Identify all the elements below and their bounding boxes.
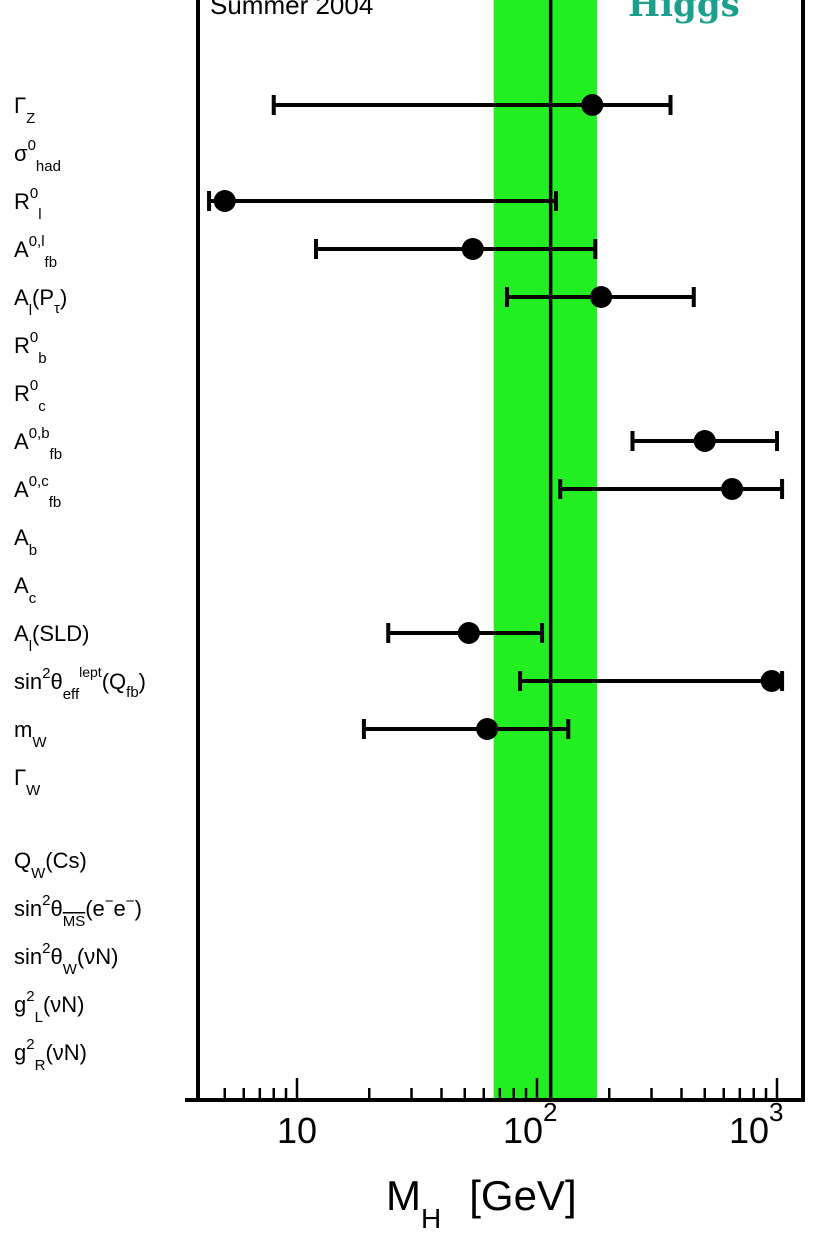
observable-label: R0l — [14, 185, 42, 223]
observable-label: Ac — [14, 573, 37, 607]
x-tick-exponent: 2 — [543, 1097, 557, 1127]
observable-label: sin2θMS(e−e−) — [14, 892, 142, 930]
observable-label: mW — [14, 717, 47, 751]
x-tick-exponent: 3 — [769, 1097, 783, 1127]
data-point — [581, 94, 604, 116]
header-corner-text: Higgs — [628, 0, 740, 25]
header-left-text: Summer 2004 — [210, 0, 373, 20]
plot-frame — [185, 0, 805, 1102]
x-tick-label: 10 — [277, 1110, 317, 1151]
x-tick-label: 102 — [503, 1097, 558, 1151]
data-point — [476, 718, 499, 740]
observable-label: Ab — [14, 525, 37, 559]
observable-label: ΓZ — [14, 93, 35, 127]
observable-label: A0,lfb — [14, 233, 57, 271]
x-tick-base: 10 — [729, 1110, 769, 1151]
observable-label: A0,bfb — [14, 425, 62, 463]
observable-label: sin2θefflept(Qfb) — [14, 664, 146, 703]
observable-label: QW(Cs) — [14, 848, 87, 882]
band-rect — [493, 0, 598, 1100]
observable-label: R0c — [14, 377, 46, 415]
data-point — [213, 190, 236, 212]
observable-label: g2R(νN) — [14, 1036, 87, 1074]
higgs-mass-band — [493, 0, 598, 1100]
observable-label: A0,cfb — [14, 473, 61, 511]
data-point — [721, 478, 744, 500]
observable-labels: ΓZ σ0had R0l A0,lfb Al(Pτ) R0b R0c A0,bfb A0,cfb… — [14, 93, 146, 1074]
observable-label: ΓW — [14, 765, 41, 799]
data-point — [590, 286, 613, 308]
data-point — [760, 670, 783, 692]
x-tick-label: 103 — [729, 1097, 784, 1151]
data-marks — [207, 94, 785, 740]
observable-label: R0b — [14, 329, 47, 367]
observable-label: Al(Pτ) — [14, 285, 67, 319]
observable-label: g2L(νN) — [14, 988, 84, 1026]
x-axis-title: MH [GeV] — [386, 1172, 577, 1234]
x-tick-base: 10 — [277, 1110, 317, 1151]
x-tick-base: 10 — [503, 1110, 543, 1151]
observable-label: σ0had — [14, 137, 61, 175]
observable-label: Al(SLD) — [14, 621, 89, 655]
data-point — [693, 430, 716, 452]
observable-label: sin2θW(νN) — [14, 940, 118, 978]
data-point — [457, 622, 480, 644]
data-point — [461, 238, 484, 260]
